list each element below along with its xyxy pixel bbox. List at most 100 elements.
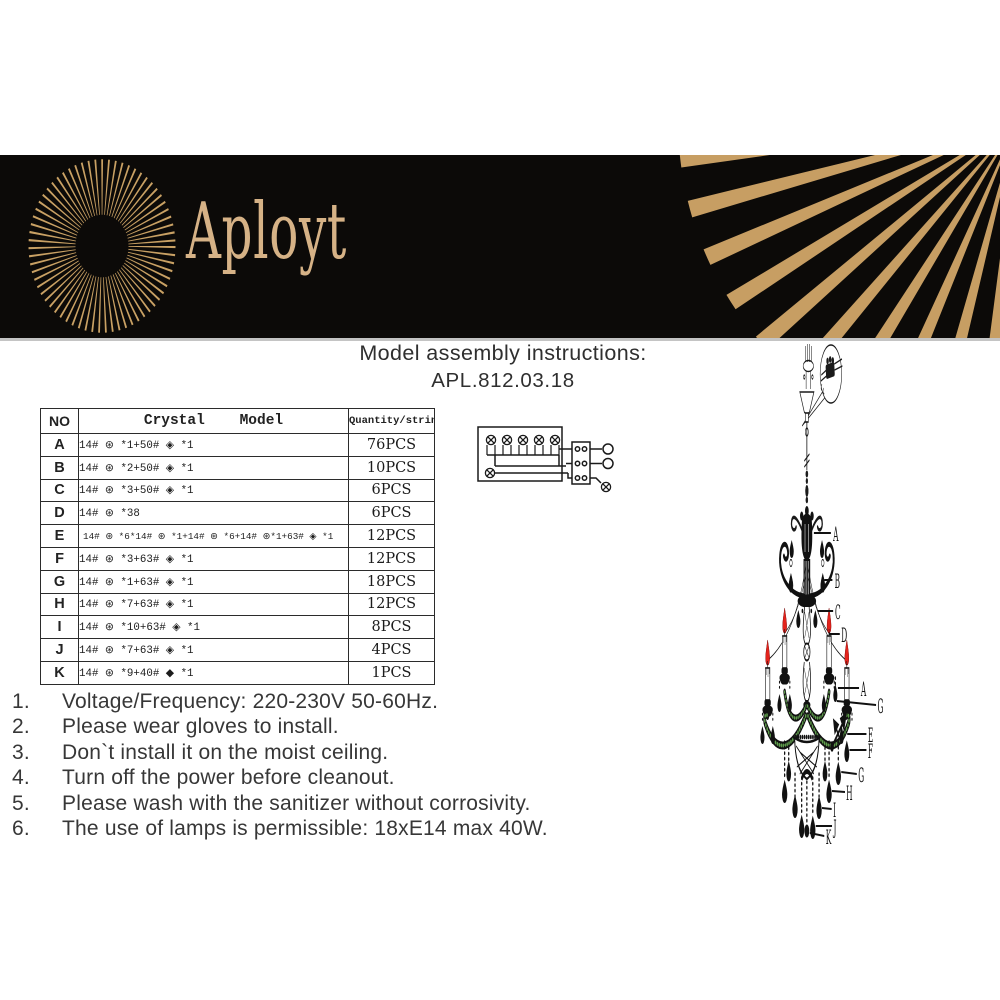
item-text: The use of lamps is permissible: 18xE14 … [62, 817, 548, 841]
item-number: 1. [12, 690, 30, 713]
arrow-ornament [830, 711, 848, 752]
label-B: B [835, 569, 840, 593]
list-item: 4. Turn off the power before cleanout. [12, 765, 652, 790]
table-row: G 14# ⊛ *1+63# ◈ *1 18PCS [40, 569, 435, 594]
quantity: 1PCS [348, 660, 435, 685]
quantity: 76PCS [348, 433, 435, 457]
crystal-model: 14# ⊛ *38 [78, 501, 349, 526]
lamp-icon [484, 467, 496, 479]
label-J: J [833, 815, 837, 839]
row-letter: H [40, 592, 79, 617]
bottom-ball-finial [804, 824, 810, 838]
row-letter: D [40, 501, 79, 526]
quantity: 8PCS [348, 615, 435, 640]
quantity: 4PCS [348, 638, 435, 662]
junction-box [477, 426, 563, 482]
top-vase [800, 506, 814, 597]
table-row: D 14# ⊛ *38 6PCS [40, 501, 435, 526]
label-K: K [826, 825, 832, 849]
item-number: 5. [12, 791, 30, 815]
brand-banner: Aployt [0, 155, 1000, 341]
list-item: 5. Please wash with the sanitizer without… [12, 791, 652, 816]
quantity: 10PCS [348, 455, 435, 480]
label-A: A [833, 522, 839, 546]
header-no: NO [40, 408, 79, 434]
quantity: 18PCS [348, 569, 435, 594]
row-letter: K [40, 660, 79, 685]
crystal-model: 14# ⊛ *7+63# ◈ *1 [78, 592, 349, 617]
row-letter: B [40, 455, 79, 480]
table-row: I 14# ⊛ *10+63# ◈ *1 8PCS [40, 615, 435, 640]
item-number: 3. [12, 740, 30, 764]
crystal-model: 14# ⊛ *1+50# ◈ *1 [78, 433, 349, 457]
table-row: F 14# ⊛ *3+63# ◈ *1 12PCS [40, 546, 435, 571]
candle-light [760, 638, 775, 724]
crystal-parts-table: NO Crystal Model Quantity/strings A14# ⊛… [40, 408, 435, 685]
table-row: K 14# ⊛ *9+40# ◆ *1 1PCS [40, 660, 435, 685]
table-row: A 14# ⊛ *1+50# ◈ *1 76PCS [40, 433, 435, 457]
crystal-basket [793, 734, 821, 781]
part-label-letters: A B C D A G E F G H I J K [826, 522, 884, 849]
list-item: 6. The use of lamps is permissible: 18xE1… [12, 816, 652, 841]
upper-scroll-arms [779, 541, 835, 599]
table-row: J 14# ⊛ *7+63# ◈ *1 4PCS [40, 638, 435, 662]
row-letter: G [40, 569, 79, 594]
part-labels [809, 532, 877, 837]
list-item: 1. Voltage/Frequency: 220-230V 50-60Hz. [12, 689, 652, 714]
crystal-model: 14# ⊛ *3+63# ◈ *1 [78, 546, 349, 571]
bead-strings [783, 676, 839, 824]
suspension-wires [767, 565, 846, 661]
item-text: Voltage/Frequency: 220-230V 50-60Hz. [62, 690, 439, 713]
candle-light [840, 638, 854, 724]
quantity: 6PCS [348, 478, 435, 503]
table-row: E 14# ⊛ *6*14# ⊛ *1+14# ⊛ *6+14# ⊛*1+63# … [40, 524, 435, 548]
table-row: C 14# ⊛ *3+50# ◈ *1 6PCS [40, 478, 435, 503]
quantity: 12PCS [348, 546, 435, 571]
crystal-chain [788, 558, 826, 593]
item-text: Turn off the power before cleanout. [62, 766, 395, 790]
title-block: Model assembly instructions: APL.812.03.… [253, 341, 753, 393]
hanging-rod [804, 422, 810, 504]
label-H: H [846, 781, 852, 805]
ceiling-canopy [799, 391, 815, 423]
label-I: I [833, 798, 836, 822]
row-letter: A [40, 433, 79, 457]
item-number: 6. [12, 817, 30, 841]
crystal-model: 14# ⊛ *10+63# ◈ *1 [78, 615, 349, 640]
wiring-diagram [477, 426, 614, 493]
chandelier-diagram: A B C D A G E F G H I J K [760, 344, 884, 849]
crystal-model: 14# ⊛ *7+63# ◈ *1 [78, 638, 349, 662]
mounting-bracket-icon [802, 344, 814, 389]
row-letter: E [40, 524, 79, 548]
table-row: H 14# ⊛ *7+63# ◈ *1 12PCS [40, 592, 435, 617]
row-letter: I [40, 615, 79, 640]
crystal-model: 14# ⊛ *3+50# ◈ *1 [78, 478, 349, 503]
list-item: 2. Please wear gloves to install. [12, 714, 652, 739]
item-text: Don`t install it on the moist ceiling. [62, 740, 389, 764]
list-item: 3. Don`t install it on the moist ceiling. [12, 740, 652, 765]
label-D: D [841, 623, 847, 647]
item-text: Please wash with the sanitizer without c… [62, 791, 531, 815]
crystal-model: 14# ⊛ *2+50# ◈ *1 [78, 455, 349, 480]
table-row: B 14# ⊛ *2+50# ◈ *1 10PCS [40, 455, 435, 480]
candle-light [777, 606, 792, 692]
center-stem [802, 606, 812, 709]
crystal-drops [760, 684, 850, 839]
item-text: Please wear gloves to install. [62, 715, 339, 739]
safety-instructions-list: 1. Voltage/Frequency: 220-230V 50-60Hz. 2… [12, 689, 652, 841]
banner-decor [0, 155, 1000, 338]
item-number: 4. [12, 766, 30, 790]
candle-light [822, 606, 836, 692]
quantity: 12PCS [348, 592, 435, 617]
brand-wordmark: Aployt [186, 187, 347, 277]
row-letter: F [40, 546, 79, 571]
crystal-model: 14# ⊛ *6*14# ⊛ *1+14# ⊛ *6+14# ⊛*1+63# ◈… [78, 524, 349, 548]
row-letter: C [40, 478, 79, 503]
crystal-model: 14# ⊛ *9+40# ◆ *1 [78, 660, 349, 685]
mid-bobeche [797, 594, 817, 608]
label-G: G [878, 694, 884, 718]
page-title: Model assembly instructions: [359, 341, 647, 365]
label-C: C [835, 600, 841, 624]
quantity: 12PCS [348, 524, 435, 548]
